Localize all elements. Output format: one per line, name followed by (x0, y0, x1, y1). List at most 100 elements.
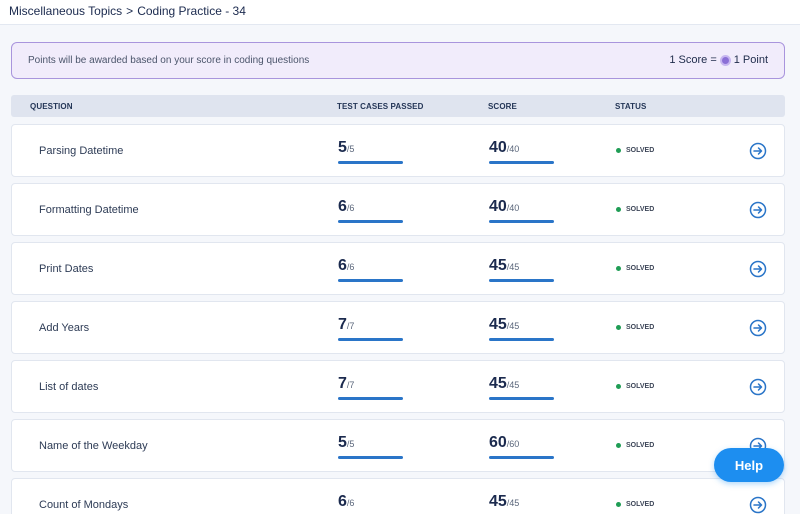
breadcrumb-current: Coding Practice - 34 (137, 4, 246, 18)
test-cases-passed: 5/5 (338, 434, 403, 459)
status-badge: SOLVED (626, 501, 655, 508)
arrow-circle-right-icon[interactable] (749, 142, 767, 160)
score-max: /40 (506, 144, 520, 154)
arrow-circle-right-icon[interactable] (749, 496, 767, 514)
test-cases-progress-fill (338, 456, 403, 459)
test-cases-progress-fill (338, 338, 403, 341)
status-dot (616, 325, 621, 330)
score-progress-bar (489, 397, 554, 400)
table-row[interactable]: Formatting Datetime 6/6 40/40 SOLVED (11, 183, 785, 236)
arrow-circle-right-icon[interactable] (749, 201, 767, 219)
breadcrumb-parent[interactable]: Miscellaneous Topics (9, 4, 123, 18)
table-row[interactable]: Name of the Weekday 5/5 60/60 SOLVED (11, 419, 785, 472)
score-max: /45 (506, 380, 520, 390)
passed-count: 5 (338, 139, 347, 156)
total-count: /6 (346, 262, 355, 272)
point-label: 1 Point (733, 54, 768, 66)
table-row[interactable]: Count of Mondays 6/6 45/45 SOLVED (11, 478, 785, 514)
help-button[interactable]: Help (714, 448, 784, 482)
table-row[interactable]: List of dates 7/7 45/45 SOLVED (11, 360, 785, 413)
total-count: /6 (346, 498, 355, 508)
status-dot (616, 502, 621, 507)
score-max: /40 (506, 203, 520, 213)
score-progress-fill (489, 279, 554, 282)
test-cases-progress-fill (338, 279, 403, 282)
score-max: /45 (506, 262, 520, 272)
score-progress-fill (489, 161, 554, 164)
test-cases-progress-fill (338, 161, 403, 164)
table-header: QUESTION TEST CASES PASSED SCORE STATUS (11, 95, 785, 117)
arrow-circle-right-icon[interactable] (749, 260, 767, 278)
header-status: STATUS (615, 102, 647, 111)
passed-count: 7 (338, 375, 347, 392)
header-test-cases: TEST CASES PASSED (337, 102, 424, 111)
points-info-banner: Points will be awarded based on your sco… (11, 42, 785, 79)
status: SOLVED (616, 265, 654, 272)
question-name[interactable]: Print Dates (39, 263, 94, 275)
table-row[interactable]: Parsing Datetime 5/5 40/40 SOLVED (11, 124, 785, 177)
test-cases-passed: 6/6 (338, 493, 354, 511)
test-cases-passed: 7/7 (338, 375, 403, 400)
header-score: SCORE (488, 102, 517, 111)
status: SOLVED (616, 383, 654, 390)
question-name[interactable]: Count of Mondays (39, 499, 129, 511)
score-value: 45 (489, 257, 507, 274)
score-progress-fill (489, 397, 554, 400)
score: 45/45 (489, 257, 554, 282)
passed-count: 7 (338, 316, 347, 333)
score-progress-fill (489, 338, 554, 341)
score-max: /60 (506, 439, 520, 449)
status: SOLVED (616, 206, 654, 213)
test-cases-progress-fill (338, 220, 403, 223)
test-cases-passed: 6/6 (338, 257, 403, 282)
question-name[interactable]: Formatting Datetime (39, 204, 139, 216)
test-cases-passed: 7/7 (338, 316, 403, 341)
test-cases-progress-bar (338, 456, 403, 459)
arrow-circle-right-icon[interactable] (749, 319, 767, 337)
test-cases-progress-bar (338, 220, 403, 223)
score-progress-bar (489, 279, 554, 282)
status-badge: SOLVED (626, 147, 655, 154)
score: 45/45 (489, 375, 554, 400)
status: SOLVED (616, 147, 654, 154)
question-name[interactable]: List of dates (39, 381, 99, 393)
status-badge: SOLVED (626, 383, 655, 390)
total-count: /5 (346, 144, 355, 154)
score-value: 45 (489, 375, 507, 392)
score-progress-fill (489, 456, 554, 459)
score-value: 45 (489, 316, 507, 333)
question-name[interactable]: Parsing Datetime (39, 145, 124, 157)
status-dot (616, 266, 621, 271)
test-cases-progress-bar (338, 279, 403, 282)
question-name[interactable]: Add Years (39, 322, 90, 334)
status-dot (616, 384, 621, 389)
test-cases-passed: 6/6 (338, 198, 403, 223)
test-cases-progress-bar (338, 397, 403, 400)
test-cases-passed: 5/5 (338, 139, 403, 164)
status-badge: SOLVED (626, 442, 655, 449)
score-value: 45 (489, 493, 507, 510)
passed-count: 5 (338, 434, 347, 451)
passed-count: 6 (338, 493, 347, 510)
score: 60/60 (489, 434, 554, 459)
points-info-text: Points will be awarded based on your sco… (28, 55, 310, 66)
score-progress-bar (489, 456, 554, 459)
question-name[interactable]: Name of the Weekday (39, 440, 148, 452)
score-value: 40 (489, 198, 507, 215)
passed-count: 6 (338, 198, 347, 215)
breadcrumb-separator: > (126, 4, 134, 18)
score: 45/45 (489, 493, 519, 511)
coin-icon (719, 54, 731, 66)
total-count: /7 (346, 380, 355, 390)
table-row[interactable]: Print Dates 6/6 45/45 SOLVED (11, 242, 785, 295)
score-progress-bar (489, 338, 554, 341)
arrow-circle-right-icon[interactable] (749, 378, 767, 396)
table-row[interactable]: Add Years 7/7 45/45 SOLVED (11, 301, 785, 354)
status: SOLVED (616, 501, 654, 508)
score-progress-bar (489, 161, 554, 164)
passed-count: 6 (338, 257, 347, 274)
score: 40/40 (489, 139, 554, 164)
score-progress-fill (489, 220, 554, 223)
status-badge: SOLVED (626, 324, 655, 331)
total-count: /7 (346, 321, 355, 331)
